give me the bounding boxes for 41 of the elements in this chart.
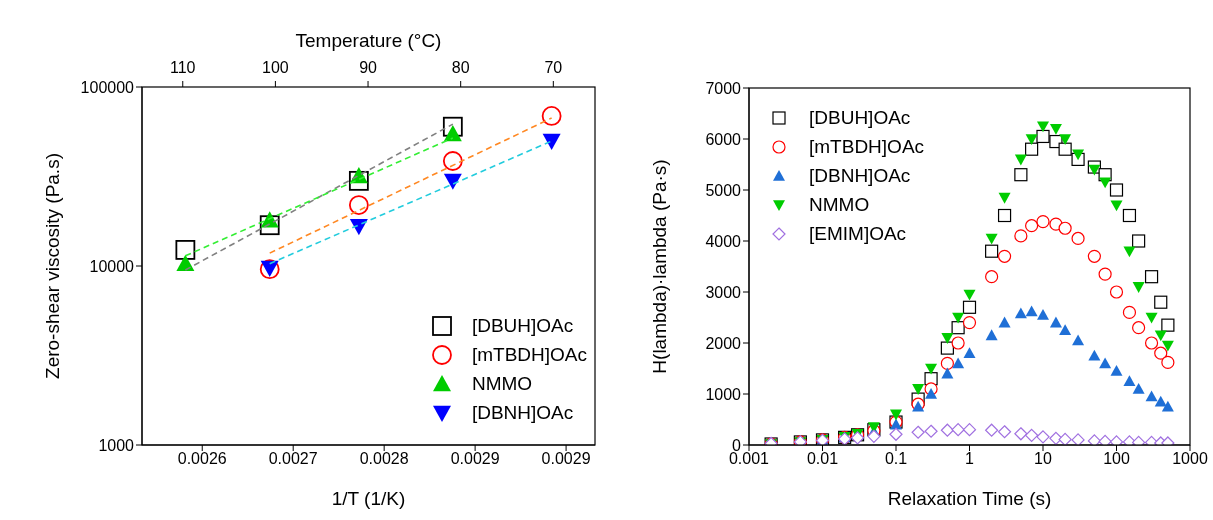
x-tick-label: 0.01 — [806, 450, 839, 468]
x-tick-label: 0.0029 — [450, 450, 500, 468]
legend-label: [mTBDH]OAc — [809, 135, 925, 159]
legend-label: NMMO — [809, 193, 870, 217]
x-tick-label: 0.0029 — [541, 450, 591, 468]
y-tick-label: 6000 — [705, 130, 742, 148]
y-tick-label: 10000 — [89, 257, 135, 275]
y-axis-title: Zero-shear viscosity (Pa.s) — [41, 153, 63, 379]
x-tick-label: 1000 — [1172, 450, 1208, 468]
y-tick-label: 7000 — [705, 79, 742, 97]
y-tick-label: 3000 — [705, 283, 742, 301]
y-tick-label: 1000 — [705, 385, 742, 403]
x2-tick-label: 80 — [451, 59, 470, 76]
legend-label: [EMIM]OAc — [809, 222, 907, 246]
x-tick-label: 0.0028 — [359, 450, 409, 468]
legend-label: [DBNH]OAc — [809, 164, 911, 188]
y-tick-label: 4000 — [705, 232, 742, 250]
legend-label: [DBNH]OAc — [471, 401, 574, 425]
x-tick-label: 10 — [1034, 450, 1052, 468]
y-tick-label: 2000 — [705, 334, 742, 352]
legend-label: [mTBDH]OAc — [471, 343, 587, 367]
x2-tick-label: 100 — [262, 59, 289, 76]
y-axis-title: H(lambda)·lambda (Pa·s) — [648, 159, 670, 374]
legend-label: NMMO — [471, 372, 533, 396]
y-tick-label: 1000 — [98, 436, 135, 454]
x-tick-label: 100 — [1103, 450, 1130, 468]
x-tick-label: 0.1 — [884, 450, 908, 468]
x-tick-label: 0.0026 — [177, 450, 227, 468]
legend-label: [DBUH]OAc — [471, 314, 574, 338]
y-tick-label: 100000 — [80, 78, 135, 96]
x2-axis-title: Temperature (°C) — [295, 30, 442, 51]
x-axis-title: 1/T (1/K) — [331, 488, 406, 509]
x-tick-label: 0.001 — [728, 450, 770, 468]
x2-tick-label: 90 — [359, 59, 378, 76]
x-axis-title: Relaxation Time (s) — [887, 488, 1052, 509]
x-tick-label: 0.0027 — [268, 450, 318, 468]
x2-tick-label: 110 — [170, 59, 196, 76]
x2-tick-label: 70 — [544, 59, 563, 76]
legend-label: [DBUH]OAc — [809, 106, 911, 130]
y-tick-label: 5000 — [705, 181, 742, 199]
x-tick-label: 1 — [965, 450, 975, 468]
